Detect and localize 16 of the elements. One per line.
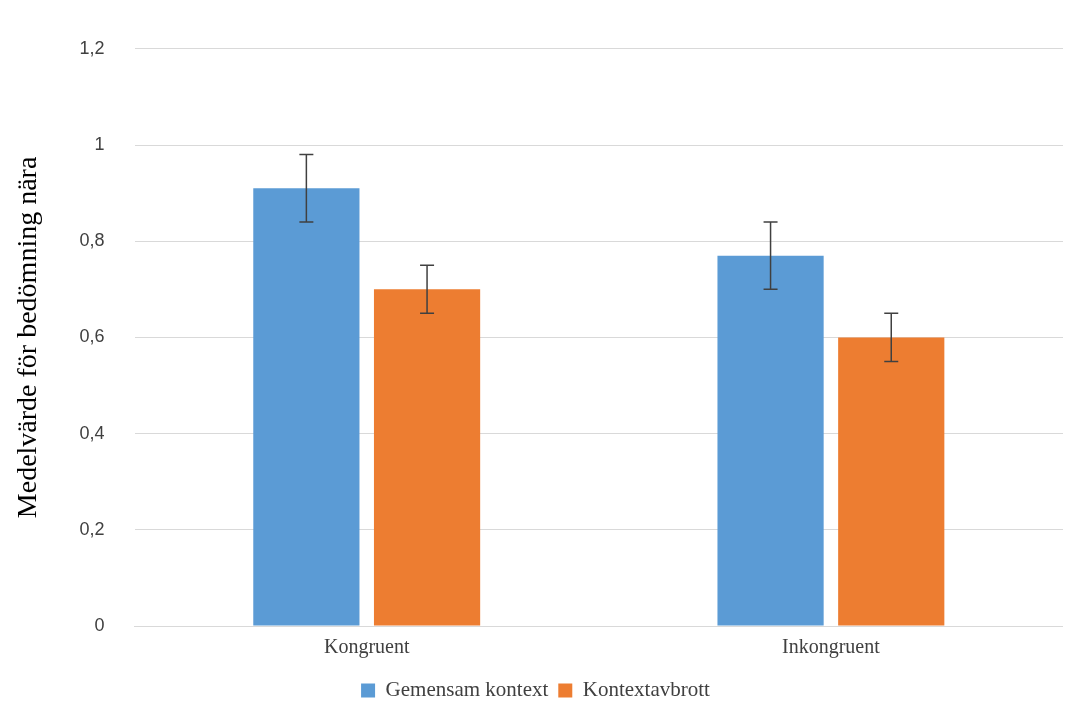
bar [253,188,360,626]
legend-label: Kontextavbrott [582,677,711,702]
y-tick-label: 1 [94,133,105,154]
y-tick-label: 0 [94,614,105,635]
y-axis-title: Medelvärde för bedömning nära [11,156,43,519]
x-tick-label: Kongruent [323,635,410,659]
x-tick-label: Inkongruent [782,635,881,659]
y-tick-label: 0,4 [79,422,105,443]
bar [373,289,481,626]
y-tick-label: 0,8 [79,230,105,251]
bar [717,255,824,626]
y-tick-label: 0,2 [79,518,105,539]
bar [838,337,945,626]
y-tick-label: 1,2 [79,37,105,58]
y-tick-label: 0,6 [79,326,105,347]
legend-label: Gemensam kontext [385,677,549,702]
